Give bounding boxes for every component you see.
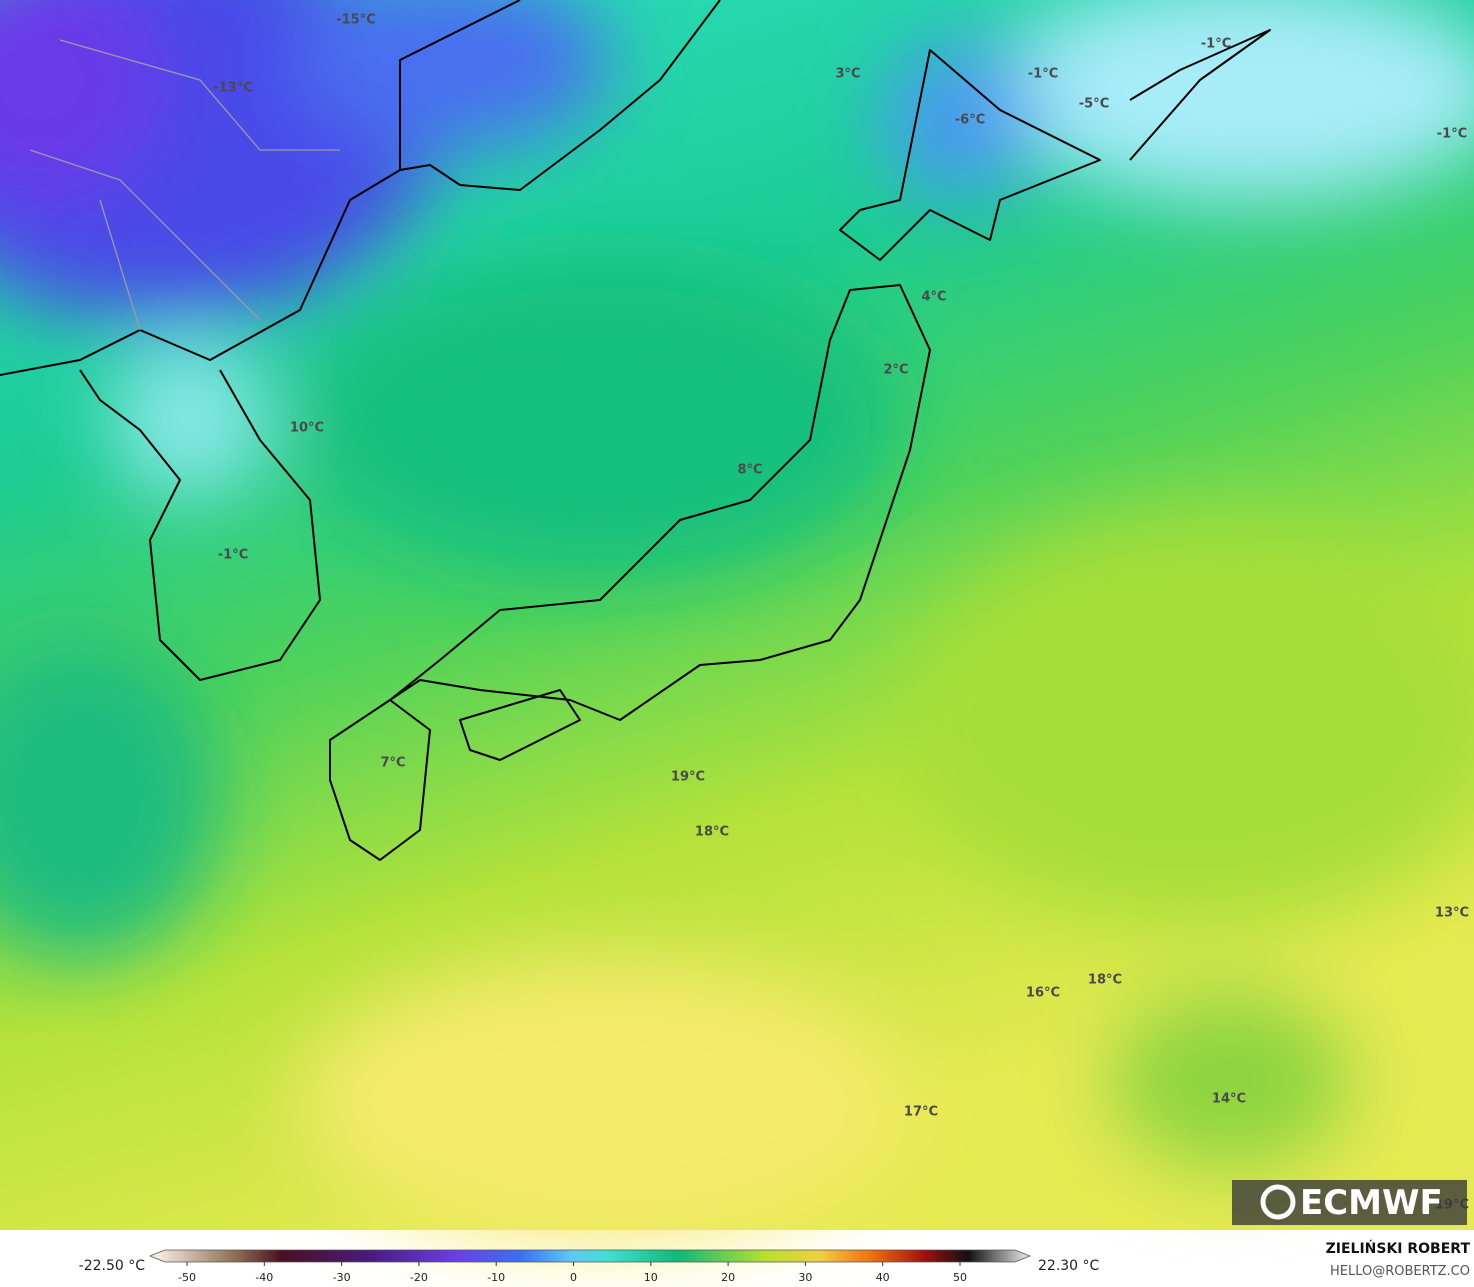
temperature-label: 10°C — [290, 421, 324, 436]
colorbar-tick-label: 40 — [876, 1271, 890, 1284]
temperature-label: -1°C — [1437, 127, 1467, 142]
logo-text: ECMWF — [1300, 1183, 1443, 1223]
colorbar-tick-label: 0 — [570, 1271, 577, 1284]
author: ZIELIŃSKI ROBERT — [1326, 1239, 1471, 1257]
email: HELLO@ROBERTZ.CO — [1330, 1264, 1470, 1279]
temperature-label: 8°C — [737, 463, 762, 478]
colorbar-tick-label: 10 — [644, 1271, 658, 1284]
colorbar-tick-label: -10 — [487, 1271, 505, 1284]
coastlines — [0, 0, 1271, 861]
logo: ECMWF — [1232, 1180, 1467, 1225]
temperature-label: 16°C — [1026, 986, 1060, 1001]
temperature-label: 13°C — [1435, 906, 1469, 921]
temperature-label: -1°C — [1028, 67, 1058, 82]
colorbar-min: -22.50 °C — [79, 1258, 146, 1274]
colorbar-tick-label: 30 — [798, 1271, 812, 1284]
colorbar-tick-label: -40 — [255, 1271, 273, 1284]
temperature-label: 18°C — [695, 825, 729, 840]
colorbar-tick-label: -50 — [178, 1271, 196, 1284]
temperature-label: -1°C — [218, 548, 248, 563]
temperature-label: 18°C — [1088, 973, 1122, 988]
colorbar-max: 22.30 °C — [1038, 1258, 1100, 1274]
colorbar-tick-label: 50 — [953, 1271, 967, 1284]
temperature-label: -5°C — [1079, 97, 1109, 112]
temperature-label: -15°C — [336, 13, 376, 28]
temperature-label: 19°C — [671, 770, 705, 785]
temperature-label: -1°C — [1201, 37, 1231, 52]
temperature-label: -13°C — [213, 81, 253, 96]
temperature-label: 7°C — [380, 756, 405, 771]
colorbar-tick-label: 20 — [721, 1271, 735, 1284]
temperature-label: -6°C — [955, 113, 985, 128]
colorbar: -22.50 °C 22.30 °C -50 -40 -30 -20 -10 0 10 20 3… — [79, 1249, 1100, 1284]
map-field — [0, 0, 1474, 1240]
temperature-label: 17°C — [904, 1105, 938, 1120]
temperature-label: 14°C — [1212, 1092, 1246, 1107]
colorbar-tick-label: -30 — [333, 1271, 351, 1284]
temperature-label: 2°C — [883, 363, 908, 378]
temperature-label: 4°C — [921, 290, 946, 305]
temperature-label: 3°C — [835, 67, 860, 82]
colorbar-tick-label: -20 — [410, 1271, 428, 1284]
